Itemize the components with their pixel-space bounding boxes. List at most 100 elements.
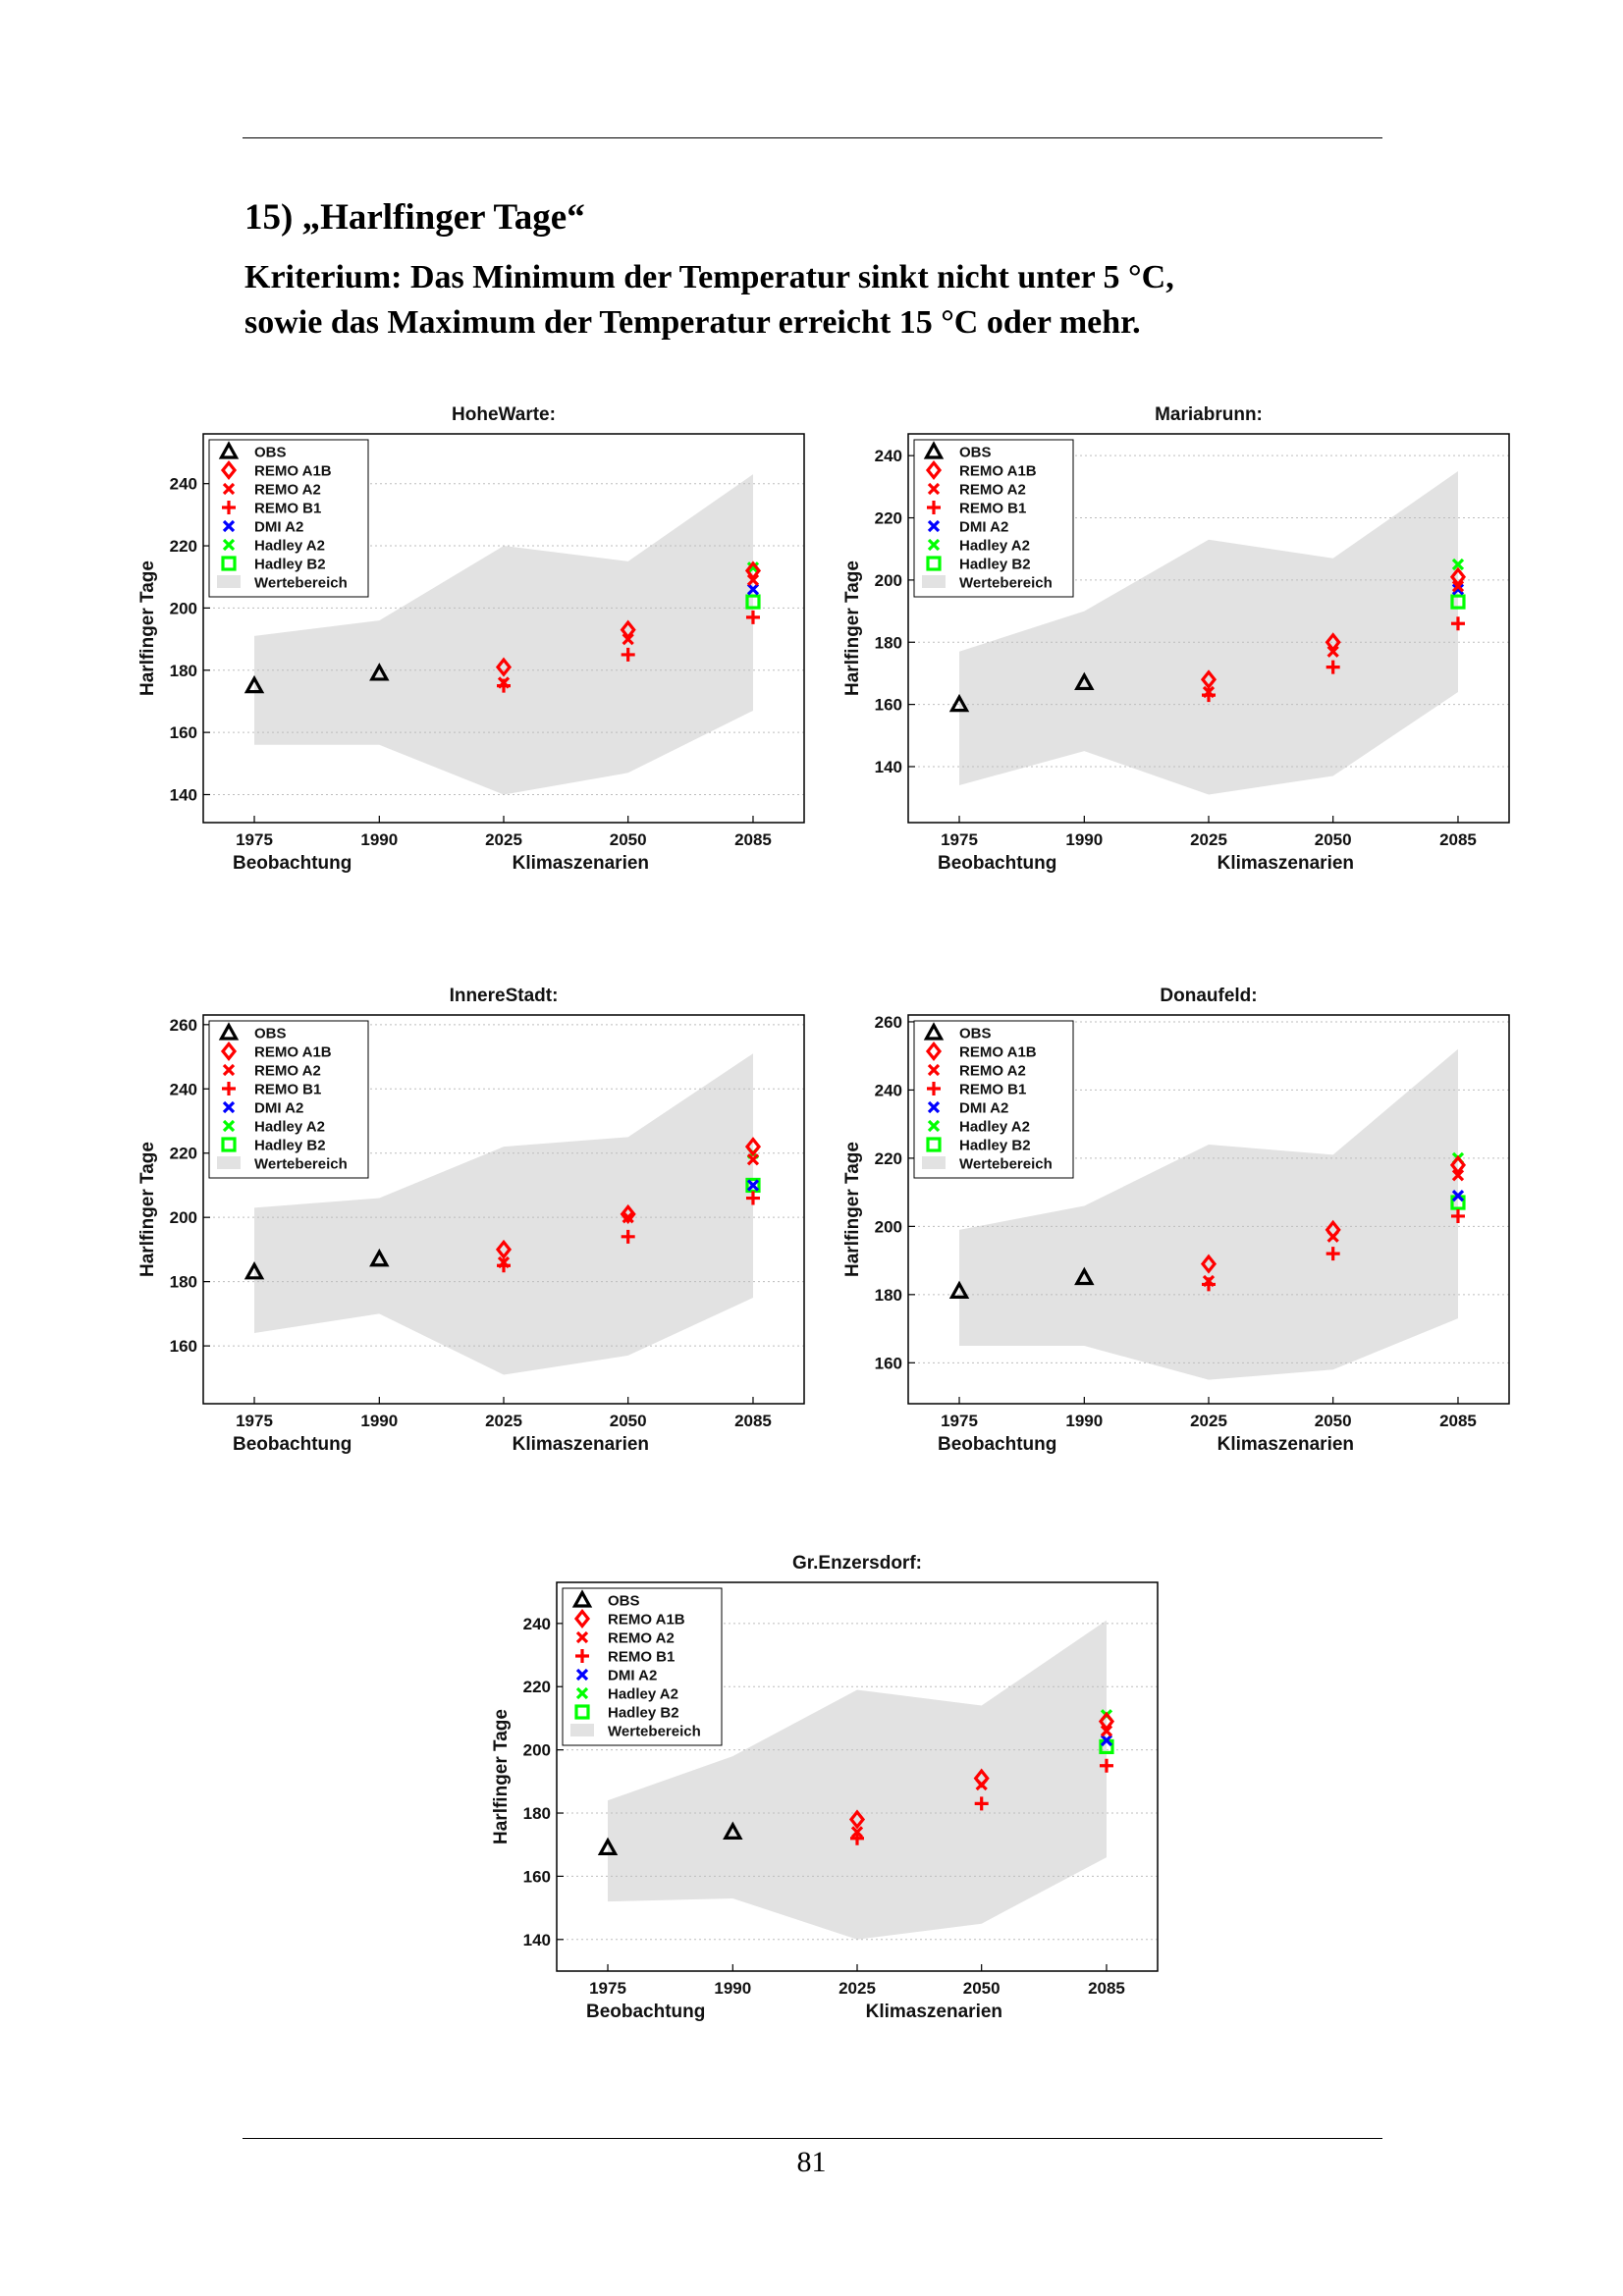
x-tick-label: 1990	[714, 1979, 751, 1998]
chart-title: Gr.Enzersdorf:	[792, 1553, 922, 1574]
remo-a1b-point	[495, 1239, 513, 1259]
y-tick-label: 140	[170, 785, 197, 804]
legend-marker-remo-b1	[222, 1082, 236, 1095]
remo-a2-point	[1451, 1169, 1465, 1182]
legend-label-hadley-b2: Hadley B2	[254, 557, 326, 573]
legend-marker-hadley-a2	[222, 538, 236, 552]
y-tick-label: 260	[875, 1013, 902, 1032]
legend-marker-hadley-b2	[221, 1137, 237, 1152]
plot-frame	[556, 1581, 1159, 1972]
dmi-a2-point	[746, 1179, 760, 1192]
legend-marker-dmi-a2	[575, 1668, 589, 1682]
legend-label-wertebereich: Wertebereich	[959, 575, 1053, 592]
legend-label-remo-a2: REMO A2	[959, 482, 1026, 499]
chart-title: Donaufeld:	[1160, 986, 1257, 1006]
remo-b1-point	[621, 647, 635, 662]
y-axis-label: Harlfinger Tage	[842, 561, 863, 696]
remo-a1b-point	[620, 619, 636, 640]
legend-label-remo-b1: REMO B1	[254, 1082, 321, 1098]
x-tick-label: 1990	[360, 1412, 398, 1430]
y-tick-label: 160	[170, 723, 197, 742]
plot-frame	[907, 1014, 1510, 1405]
remo-a1b-point	[1449, 566, 1467, 587]
chart-svg: Donaufeld: 160 180 200 220 240 260 1975 1990 2025…	[842, 986, 1510, 1455]
remo-b1-point	[1450, 616, 1465, 631]
legend-label-remo-a2: REMO A2	[959, 1063, 1026, 1080]
obs-point	[369, 663, 390, 681]
chart-title: Mariabrunn:	[1155, 404, 1263, 425]
remo-a1b-point	[744, 561, 762, 581]
hadley-a2-point	[1451, 558, 1465, 571]
markers	[948, 558, 1467, 713]
legend-marker-remo-a2	[222, 482, 236, 496]
legend-marker-remo-a1b	[925, 1041, 943, 1062]
legend-marker-obs	[571, 1589, 593, 1608]
wertebereich-band	[608, 1620, 1107, 1940]
hadley-b2-point	[745, 1177, 761, 1194]
legend-marker-dmi-a2	[222, 519, 236, 533]
legend-label-remo-a2: REMO A2	[254, 482, 321, 499]
x-tick-label: 2050	[610, 830, 647, 849]
y-tick-label: 160	[875, 696, 902, 715]
x-tick-label: 2025	[1190, 1412, 1227, 1430]
y-tick-label: 180	[170, 1273, 197, 1292]
legend-marker-remo-a1b	[925, 459, 943, 481]
legend-marker-remo-a2	[927, 482, 941, 496]
x-group-label-scenarios: Klimaszenarien	[1217, 853, 1354, 874]
legend-label-dmi-a2: DMI A2	[254, 519, 303, 536]
legend-label-hadley-a2: Hadley A2	[254, 538, 325, 555]
chart-grenzersdorf: Gr.Enzersdorf: 140 160 180 200 220 240 1975 1990…	[481, 1541, 1188, 2032]
legend-label-hadley-a2: Hadley A2	[959, 1119, 1030, 1136]
y-axis-label: Harlfinger Tage	[137, 561, 158, 696]
y-tick-label: 200	[875, 571, 902, 590]
x-tick-label: 1990	[1065, 830, 1103, 849]
legend-label-remo-a1b: REMO A1B	[254, 463, 332, 480]
legend-label-wertebereich: Wertebereich	[608, 1724, 701, 1740]
legend-marker-dmi-a2	[222, 1100, 236, 1114]
legend-label-dmi-a2: DMI A2	[959, 519, 1008, 536]
y-tick-label: 160	[523, 1867, 551, 1886]
legend-label-obs: OBS	[608, 1593, 640, 1610]
hadley-b2-point	[745, 594, 761, 610]
x-group-label-observation: Beobachtung	[938, 853, 1056, 874]
header-rule	[243, 137, 1382, 138]
chart-mariabrunn: Mariabrunn: 140 160 180 200 220 240 1975 1990 202…	[833, 393, 1540, 883]
legend-marker-hadley-b2	[574, 1704, 590, 1720]
y-tick-label: 220	[170, 1145, 197, 1163]
legend-label-remo-b1: REMO B1	[608, 1649, 675, 1666]
wertebereich-band	[254, 1053, 753, 1375]
legend-swatch-wertebereich	[922, 575, 946, 588]
y-tick-label: 240	[170, 1080, 197, 1098]
x-tick-label: 2085	[734, 830, 772, 849]
x-tick-label: 2050	[1315, 1412, 1352, 1430]
legend-swatch-wertebereich	[217, 575, 241, 588]
hadley-a2-point	[746, 561, 760, 574]
chart-svg: InnereStadt: 160 180 200 220 240 260 1975 1990 20…	[137, 986, 805, 1455]
remo-b1-point	[621, 1229, 635, 1244]
y-axis-label: Harlfinger Tage	[491, 1709, 512, 1844]
x-tick-label: 2085	[734, 1412, 772, 1430]
chart-svg: HoheWarte: 140 160 180 200 220 240 1975 1990 2025…	[137, 404, 805, 874]
legend-label-hadley-b2: Hadley B2	[254, 1138, 326, 1154]
legend-label-hadley-b2: Hadley B2	[959, 557, 1031, 573]
legend-label-remo-a1b: REMO A1B	[959, 463, 1037, 480]
plot-frame	[202, 1014, 805, 1405]
legend-swatch-wertebereich	[922, 1156, 946, 1169]
legend-marker-hadley-a2	[222, 1119, 236, 1133]
markers	[243, 1137, 762, 1280]
y-tick-label: 240	[875, 1081, 902, 1099]
legend-marker-obs	[923, 441, 945, 459]
chart-hohewarte: HoheWarte: 140 160 180 200 220 240 1975 1990 2025…	[128, 393, 835, 883]
x-tick-label: 1975	[941, 1412, 978, 1430]
legend-marker-remo-b1	[222, 501, 236, 514]
obs-point	[597, 1837, 619, 1856]
y-tick-label: 180	[875, 1286, 902, 1305]
legend-marker-hadley-a2	[927, 1119, 941, 1133]
x-tick-label: 2050	[610, 1412, 647, 1430]
legend-marker-remo-a1b	[573, 1608, 591, 1629]
y-tick-label: 220	[523, 1678, 551, 1696]
remo-a1b-point	[744, 1137, 762, 1157]
x-tick-label: 2025	[839, 1979, 876, 1998]
x-tick-label: 1975	[236, 1412, 273, 1430]
legend-label-dmi-a2: DMI A2	[608, 1668, 657, 1684]
